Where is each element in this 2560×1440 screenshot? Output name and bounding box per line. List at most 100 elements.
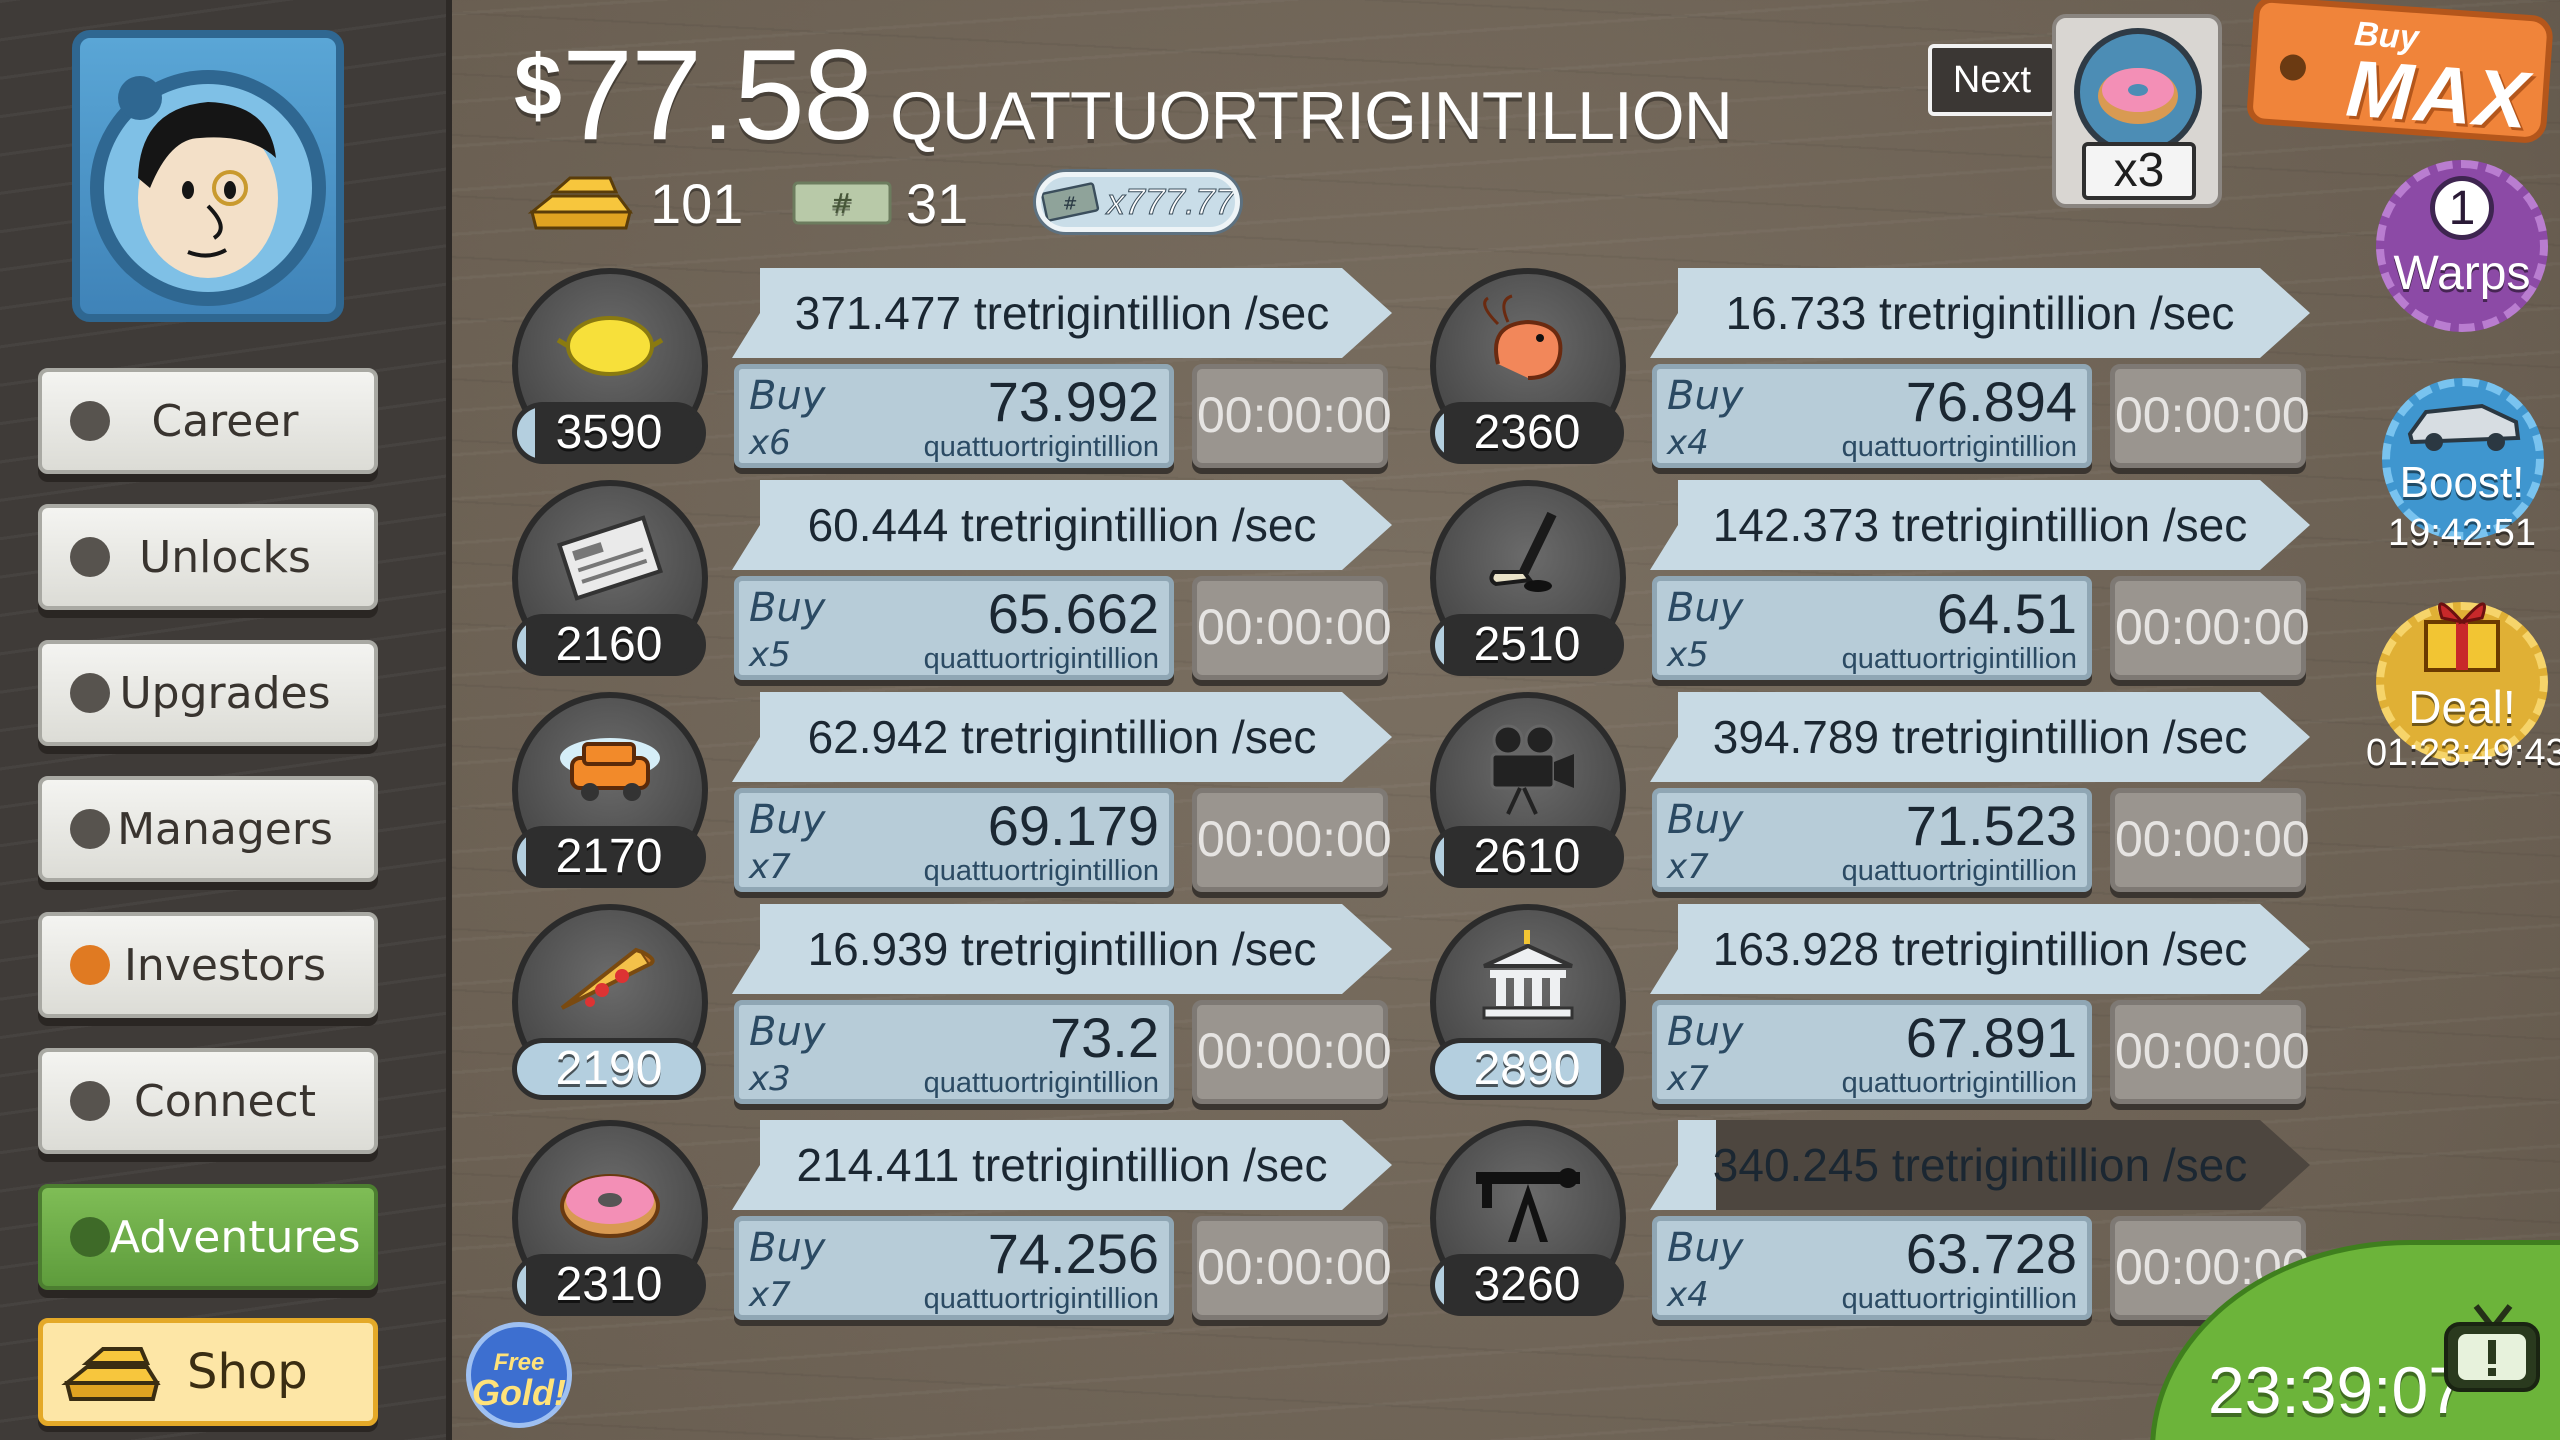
buy-price: 71.523 (1905, 794, 2077, 857)
buy-price-unit: quattuortrigintillion (1841, 431, 2077, 463)
sidebar: Career Unlocks Upgrades Managers Investo… (0, 0, 452, 1440)
revenue-rate-bar[interactable]: 60.444 tretrigintillion /sec (732, 480, 1392, 570)
buy-price: 73.992 (987, 370, 1159, 433)
angel-multiplier-pill[interactable]: # x777.77 (1036, 172, 1240, 232)
nav-investors-button[interactable]: Investors (38, 912, 378, 1018)
buy-price-unit: quattuortrigintillion (923, 431, 1159, 463)
owned-count: 3260 (1473, 1258, 1581, 1311)
business-row: 2510 142.373 tretrigintillion /sec Buy x… (1430, 480, 2330, 680)
nav-adventures-button[interactable]: Adventures (38, 1184, 378, 1290)
buy-label: Buy (1667, 1009, 1744, 1055)
cycle-timer: 00:00:00 (1192, 364, 1392, 468)
warps-badge[interactable]: 1 Warps (2366, 150, 2558, 340)
buy-price-unit: quattuortrigintillion (1841, 1067, 2077, 1099)
next-unlock-multiplier: x3 (2082, 142, 2196, 200)
boost-seal (2382, 378, 2544, 540)
buy-price: 63.728 (1905, 1222, 2077, 1285)
car-wash-icon (560, 738, 660, 801)
pizza-icon (560, 947, 655, 1010)
buy-button[interactable]: Buy x4 76.894 quattuortrigintillion (1652, 364, 2092, 468)
owned-count: 2610 (1473, 830, 1581, 883)
revenue-rate-bar[interactable]: 371.477 tretrigintillion /sec (732, 268, 1392, 358)
revenue-rate-bar[interactable]: 394.789 tretrigintillion /sec (1650, 692, 2310, 782)
buy-label: Buy (1667, 373, 1744, 419)
buy-button[interactable]: Buy x5 64.51 quattuortrigintillion (1652, 576, 2092, 680)
nav-upgrades-button[interactable]: Upgrades (38, 640, 378, 746)
gold-bars-icon (61, 1347, 161, 1401)
business-row: 3260 340.245 tretrigintillion /sec Buy x… (1430, 1120, 2330, 1320)
buy-button[interactable]: Buy x7 74.256 quattuortrigintillion (734, 1216, 1174, 1320)
astronaut-avatar-icon (90, 70, 326, 306)
nav-unlocks-button[interactable]: Unlocks (38, 504, 378, 610)
megabucks-stat[interactable]: # 31 (792, 168, 968, 238)
milestone-progress-fill (517, 619, 527, 671)
deal-timer: 01:23:49:43 (2366, 732, 2560, 774)
boost-badge[interactable]: Boost! 19:42:51 (2366, 378, 2558, 568)
tv-alert-icon[interactable] (2440, 1300, 2544, 1396)
revenue-rate-bar[interactable]: 214.411 tretrigintillion /sec (732, 1120, 1392, 1210)
free-gold-button[interactable]: Free Gold! (466, 1322, 572, 1428)
svg-text:#: # (1063, 193, 1078, 214)
warps-count: 1 (2430, 176, 2494, 240)
buy-multiplier: x5 (749, 635, 791, 675)
warps-label: Warps (2393, 247, 2531, 300)
buy-button[interactable]: Buy x5 65.662 quattuortrigintillion (734, 576, 1174, 680)
angel-multiplier: x777.77 (1106, 181, 1235, 223)
buy-multiplier: x4 (1667, 423, 1709, 463)
owned-count: 2890 (1473, 1042, 1581, 1095)
donut-icon (560, 1174, 660, 1238)
buy-price: 76.894 (1905, 370, 2077, 433)
buy-button[interactable]: Buy x3 73.2 quattuortrigintillion (734, 1000, 1174, 1104)
buy-max-button[interactable]: Buy MAX (2245, 0, 2555, 145)
buy-label: Buy (749, 373, 826, 419)
nav-connect-button[interactable]: Connect (38, 1048, 378, 1154)
buy-price: 65.662 (987, 582, 1159, 645)
tag-hole (2279, 53, 2307, 82)
revenue-rate-bar[interactable]: 163.928 tretrigintillion /sec (1650, 904, 2310, 994)
buy-button[interactable]: Buy x6 73.992 quattuortrigintillion (734, 364, 1174, 468)
nav-managers-button[interactable]: Managers (38, 776, 378, 882)
owned-count: 2310 (555, 1258, 663, 1311)
owned-count: 2510 (1473, 618, 1581, 671)
shrimp-icon (1483, 294, 1563, 380)
money-amount: 77.58 (561, 24, 874, 167)
movie-camera-icon (1490, 724, 1574, 815)
buy-price-unit: quattuortrigintillion (923, 1283, 1159, 1315)
buy-price: 74.256 (987, 1222, 1159, 1285)
business-row: 2160 60.444 tretrigintillion /sec Buy x5… (512, 480, 1412, 680)
revenue-rate-bar[interactable]: 142.373 tretrigintillion /sec (1650, 480, 2310, 570)
revenue-rate-bar[interactable]: 16.939 tretrigintillion /sec (732, 904, 1392, 994)
nav-upgrades-label: Upgrades (119, 667, 331, 719)
deal-label: Deal! (2408, 681, 2516, 733)
player-avatar[interactable] (72, 30, 344, 322)
revenue-rate: 16.733 tretrigintillion /sec (1725, 287, 2235, 339)
hockey-icon (1489, 511, 1557, 592)
buy-price-unit: quattuortrigintillion (1841, 643, 2077, 675)
deal-badge[interactable]: Deal! 01:23:49:43 (2366, 578, 2560, 778)
milestone-progress-fill (1435, 619, 1445, 671)
buy-button[interactable]: Buy x7 71.523 quattuortrigintillion (1652, 788, 2092, 892)
revenue-rate-bar[interactable]: 340.245 tretrigintillion /sec (1650, 1120, 2310, 1210)
gold-bars-stat[interactable]: 101 (526, 168, 743, 238)
buy-label: Buy (1667, 585, 1744, 631)
donut-icon (2098, 68, 2178, 124)
next-unlock-card[interactable]: x3 (2052, 14, 2222, 208)
money-unit: QUATTUORTRIGINTILLION (890, 78, 1733, 154)
buy-multiplier: x7 (749, 847, 791, 887)
money-display: $77.58 QUATTUORTRIGINTILLION (514, 22, 1733, 169)
owned-count-bar: 2160 (512, 614, 706, 676)
buy-button[interactable]: Buy x7 67.891 quattuortrigintillion (1652, 1000, 2092, 1104)
revenue-rate-bar[interactable]: 16.733 tretrigintillion /sec (1650, 268, 2310, 358)
nav-adventures-label: Adventures (110, 1211, 361, 1263)
owned-count: 2190 (555, 1042, 663, 1095)
angel-bill-icon: # (1041, 182, 1100, 222)
buy-button[interactable]: Buy x7 69.179 quattuortrigintillion (734, 788, 1174, 892)
nav-career-button[interactable]: Career (38, 368, 378, 474)
revenue-rate: 142.373 tretrigintillion /sec (1712, 499, 2248, 551)
business-row: 2610 394.789 tretrigintillion /sec Buy x… (1430, 692, 2330, 892)
cycle-timer: 00:00:00 (2110, 364, 2310, 468)
revenue-rate-bar[interactable]: 62.942 tretrigintillion /sec (732, 692, 1392, 782)
shop-button[interactable]: Shop (38, 1318, 378, 1426)
buy-button[interactable]: Buy x4 63.728 quattuortrigintillion (1652, 1216, 2092, 1320)
owned-count: 2360 (1473, 406, 1581, 459)
